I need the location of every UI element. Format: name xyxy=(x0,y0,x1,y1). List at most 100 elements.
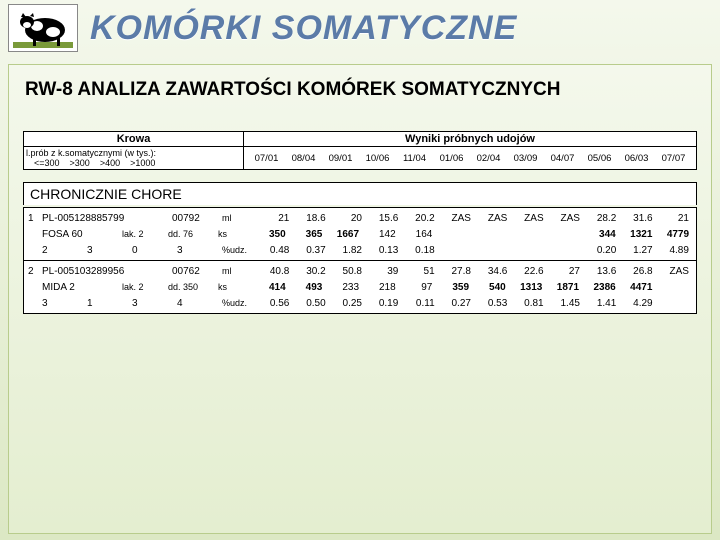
cow-id: PL-005103289956 xyxy=(42,266,172,277)
ks-val: 493 xyxy=(289,282,326,293)
pct-val: 0.81 xyxy=(510,298,546,309)
count-val: 1 xyxy=(87,298,132,309)
ks-val: 2386 xyxy=(582,282,619,293)
ks-val: 164 xyxy=(399,229,436,240)
pct-values: 0.480.371.820.130.180.201.274.89 xyxy=(256,245,692,256)
main-title: KOMÓRKI SOMATYCZNE xyxy=(90,9,517,48)
cows-table: 1PL-00512888579900792ml2118.62015.620.2Z… xyxy=(23,207,697,314)
pct-val xyxy=(438,245,474,256)
pct-val: 0.20 xyxy=(583,245,619,256)
pct-val: 1.41 xyxy=(583,298,619,309)
ks-val: 1321 xyxy=(619,229,656,240)
ks-val: 97 xyxy=(399,282,436,293)
date-col-1: 08/04 xyxy=(285,153,322,164)
ml-val: 21 xyxy=(256,213,292,224)
ml-val: 34.6 xyxy=(474,266,510,277)
cow-counts: 2303 xyxy=(42,245,222,256)
pct-val xyxy=(510,245,546,256)
pct-val: 0.11 xyxy=(401,298,437,309)
ml-val: 26.8 xyxy=(619,266,655,277)
pct-values: 0.560.500.250.190.110.270.530.811.451.41… xyxy=(256,298,692,309)
ml-val: 27 xyxy=(547,266,583,277)
ml-val: 13.6 xyxy=(583,266,619,277)
date-col-3: 10/06 xyxy=(359,153,396,164)
date-col-0: 07/01 xyxy=(248,153,285,164)
metric-ml: ml xyxy=(222,213,256,223)
ks-val: 414 xyxy=(252,282,289,293)
ml-val: 40.8 xyxy=(256,266,292,277)
ml-val: ZAS xyxy=(547,213,583,224)
ml-val: ZAS xyxy=(656,266,692,277)
ml-val: 21 xyxy=(656,213,692,224)
count-val: 3 xyxy=(132,298,177,309)
pct-val: 0.53 xyxy=(474,298,510,309)
ml-val: 51 xyxy=(401,266,437,277)
count-val: 4 xyxy=(177,298,222,309)
ks-val: 1667 xyxy=(325,229,362,240)
ml-val: 27.8 xyxy=(438,266,474,277)
ml-val: 39 xyxy=(365,266,401,277)
ml-val: 31.6 xyxy=(619,213,655,224)
header-table: Krowa Wyniki próbnych udojów l.prób z k.… xyxy=(23,131,697,170)
ml-val: 15.6 xyxy=(365,213,401,224)
date-col-7: 03/09 xyxy=(507,153,544,164)
ks-val xyxy=(509,229,546,240)
cow-dd: dd. 76 xyxy=(168,229,218,239)
cow-counts: 3134 xyxy=(42,298,222,309)
cow-farm: 00792 xyxy=(172,213,222,224)
ks-val: 4471 xyxy=(619,282,656,293)
ks-val xyxy=(545,229,582,240)
date-col-10: 06/03 xyxy=(618,153,655,164)
subtitle: RW-8 ANALIZA ZAWARTOŚCI KOMÓREK SOMATYCZ… xyxy=(25,79,701,101)
col-krowa: Krowa xyxy=(24,132,244,146)
cow-index: 1 xyxy=(28,213,42,224)
ks-values: 350365166714216434413214779 xyxy=(252,229,692,240)
header-bar: KOMÓRKI SOMATYCZNE xyxy=(0,0,720,56)
metric-ks: ks xyxy=(218,282,252,292)
cow-id: PL-005128885799 xyxy=(42,213,172,224)
ml-val: ZAS xyxy=(510,213,546,224)
thresh-3: >1000 xyxy=(130,158,155,168)
col-wyniki: Wyniki próbnych udojów xyxy=(244,132,696,146)
pct-val: 4.89 xyxy=(656,245,692,256)
cow-icon xyxy=(13,8,73,48)
pct-val: 0.18 xyxy=(401,245,437,256)
pct-val xyxy=(474,245,510,256)
probes-label: l.prób z k.somatycznymi (w tys.): xyxy=(26,148,241,158)
pct-val: 0.25 xyxy=(329,298,365,309)
pct-val xyxy=(656,298,692,309)
pct-val: 4.29 xyxy=(619,298,655,309)
cow-dd: dd. 350 xyxy=(168,282,218,292)
ml-val: 28.2 xyxy=(583,213,619,224)
ks-val: 1313 xyxy=(509,282,546,293)
ks-val: 540 xyxy=(472,282,509,293)
pct-val xyxy=(547,245,583,256)
thresholds: <=300 >300 >400 >1000 xyxy=(26,158,241,168)
count-val: 2 xyxy=(42,245,87,256)
thresh-0: <=300 xyxy=(34,158,60,168)
ks-val xyxy=(655,282,692,293)
ks-val: 1871 xyxy=(545,282,582,293)
pct-val: 0.56 xyxy=(256,298,292,309)
ml-val: 30.2 xyxy=(292,266,328,277)
cow-name: FOSA 60 xyxy=(42,229,122,240)
pct-val: 0.13 xyxy=(365,245,401,256)
date-col-5: 01/06 xyxy=(433,153,470,164)
ml-val: 18.6 xyxy=(292,213,328,224)
thresh-2: >400 xyxy=(100,158,120,168)
ks-val: 4779 xyxy=(655,229,692,240)
pct-val: 1.27 xyxy=(619,245,655,256)
ks-val: 218 xyxy=(362,282,399,293)
date-col-9: 05/06 xyxy=(581,153,618,164)
ml-val: 20 xyxy=(329,213,365,224)
count-val: 3 xyxy=(177,245,222,256)
ks-val: 233 xyxy=(325,282,362,293)
ks-val: 142 xyxy=(362,229,399,240)
content-panel: RW-8 ANALIZA ZAWARTOŚCI KOMÓREK SOMATYCZ… xyxy=(8,64,712,534)
count-val: 3 xyxy=(42,298,87,309)
ks-values: 414493233218973595401313187123864471 xyxy=(252,282,692,293)
ml-val: 22.6 xyxy=(510,266,546,277)
metric-ks: ks xyxy=(218,229,252,239)
cow-lak: lak. 2 xyxy=(122,229,168,239)
ks-val: 350 xyxy=(252,229,289,240)
